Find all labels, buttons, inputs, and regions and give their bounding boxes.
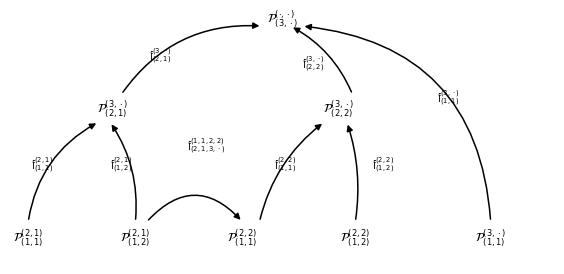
Text: $\mathfrak{f}^{(3,\cdot)}_{(2,1)}$: $\mathfrak{f}^{(3,\cdot)}_{(2,1)}$ bbox=[149, 47, 172, 66]
Text: $\mathfrak{f}^{(3,\cdot)}_{(2,2)}$: $\mathfrak{f}^{(3,\cdot)}_{(2,2)}$ bbox=[302, 55, 324, 74]
Text: $\mathcal{P}^{(2,1)}_{(1,1)}$: $\mathcal{P}^{(2,1)}_{(1,1)}$ bbox=[13, 228, 43, 249]
Text: $\mathcal{P}^{(2,2)}_{(1,2)}$: $\mathcal{P}^{(2,2)}_{(1,2)}$ bbox=[340, 228, 371, 249]
Text: $\mathcal{P}^{(3,\cdot)}_{(2,1)}$: $\mathcal{P}^{(3,\cdot)}_{(2,1)}$ bbox=[98, 99, 128, 120]
Text: $\mathcal{P}^{(2,2)}_{(1,1)}$: $\mathcal{P}^{(2,2)}_{(1,1)}$ bbox=[227, 228, 258, 249]
Text: $\mathcal{P}^{(\cdot,\cdot)}_{(3,\cdot)}$: $\mathcal{P}^{(\cdot,\cdot)}_{(3,\cdot)}… bbox=[267, 8, 297, 30]
Text: $\mathfrak{f}^{(1,1,2,2)}_{(2,1,3,\cdot)}$: $\mathfrak{f}^{(1,1,2,2)}_{(2,1,3,\cdot)… bbox=[187, 137, 225, 156]
Text: $\mathfrak{f}^{(2,2)}_{(1,2)}$: $\mathfrak{f}^{(2,2)}_{(1,2)}$ bbox=[372, 156, 395, 175]
Text: $\mathfrak{f}^{(2,1)}_{(1,1)}$: $\mathfrak{f}^{(2,1)}_{(1,1)}$ bbox=[31, 156, 54, 175]
Text: $\mathcal{P}^{(3,\cdot)}_{(1,1)}$: $\mathcal{P}^{(3,\cdot)}_{(1,1)}$ bbox=[475, 228, 506, 249]
Text: $\mathfrak{f}^{(2,1)}_{(1,2)}$: $\mathfrak{f}^{(2,1)}_{(1,2)}$ bbox=[110, 156, 133, 175]
Text: $\mathfrak{f}^{(2,2)}_{(1,1)}$: $\mathfrak{f}^{(2,2)}_{(1,1)}$ bbox=[274, 156, 296, 175]
Text: $\mathcal{P}^{(2,1)}_{(1,2)}$: $\mathcal{P}^{(2,1)}_{(1,2)}$ bbox=[120, 228, 151, 249]
Text: $\mathfrak{f}^{(3,\cdot)}_{(1,1)}$: $\mathfrak{f}^{(3,\cdot)}_{(1,1)}$ bbox=[437, 89, 460, 108]
Text: $\mathcal{P}^{(3,\cdot)}_{(2,2)}$: $\mathcal{P}^{(3,\cdot)}_{(2,2)}$ bbox=[323, 99, 354, 120]
